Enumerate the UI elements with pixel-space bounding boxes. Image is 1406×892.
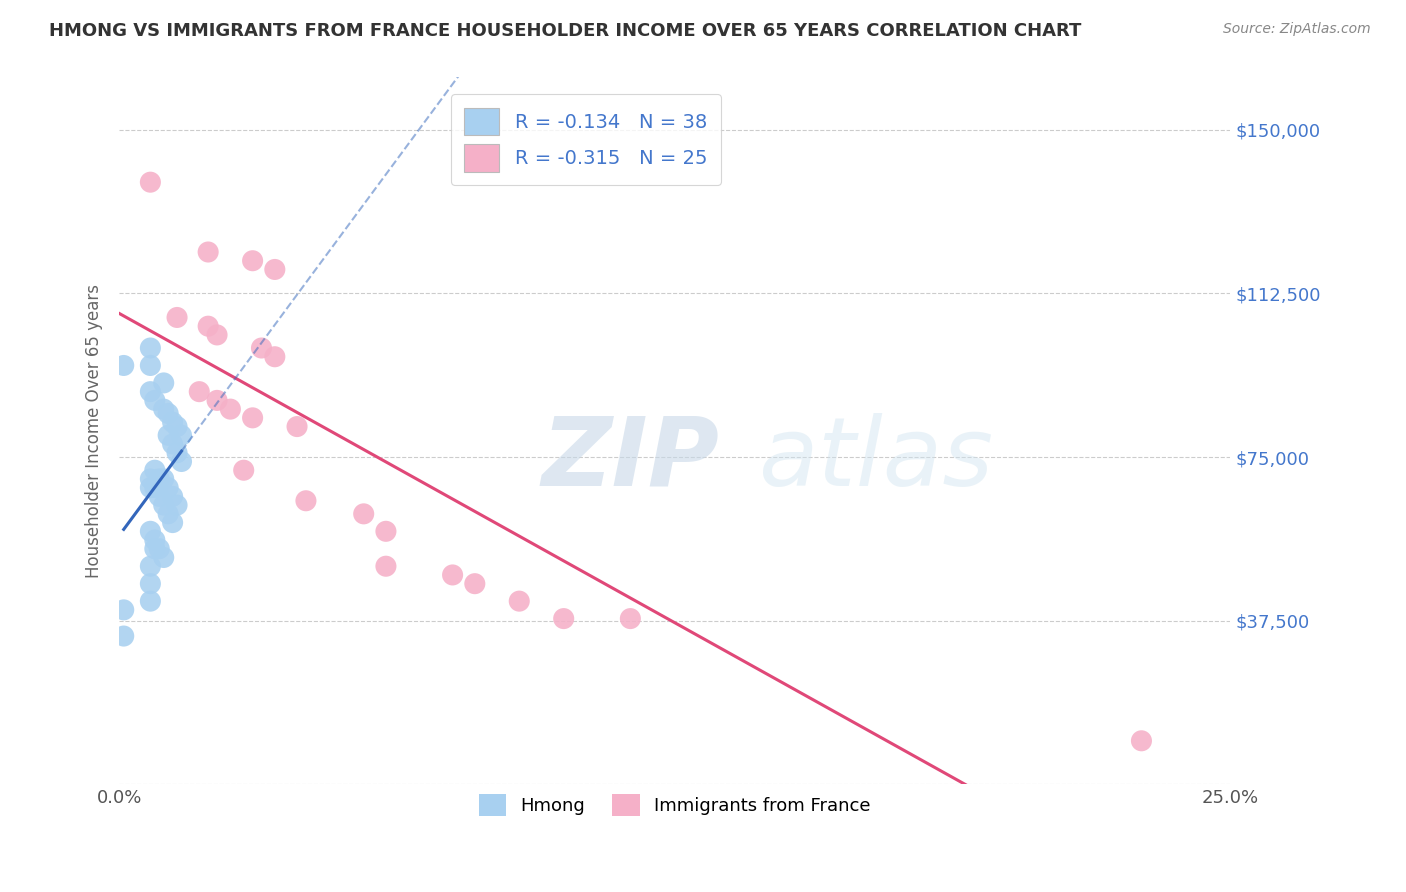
Point [508,594,530,608]
Text: ZIP: ZIP [541,413,720,506]
Point [441,568,464,582]
Point [112,603,135,617]
Point [152,550,174,565]
Point [205,393,228,408]
Point [139,559,162,574]
Text: HMONG VS IMMIGRANTS FROM FRANCE HOUSEHOLDER INCOME OVER 65 YEARS CORRELATION CHA: HMONG VS IMMIGRANTS FROM FRANCE HOUSEHOL… [49,22,1081,40]
Point [152,498,174,512]
Point [152,402,174,417]
Point [143,463,166,477]
Point [112,629,135,643]
Point [295,493,318,508]
Point [197,245,219,260]
Point [143,481,166,495]
Point [263,350,285,364]
Point [250,341,273,355]
Point [285,419,308,434]
Text: Source: ZipAtlas.com: Source: ZipAtlas.com [1223,22,1371,37]
Point [162,516,184,530]
Point [166,498,188,512]
Point [166,419,188,434]
Point [139,481,162,495]
Point [188,384,211,399]
Point [242,410,264,425]
Point [464,576,486,591]
Text: atlas: atlas [758,413,993,506]
Point [166,310,188,325]
Point [152,472,174,486]
Point [139,341,162,355]
Legend: Hmong, Immigrants from France: Hmong, Immigrants from France [470,785,880,825]
Point [148,489,170,503]
Point [619,611,641,625]
Point [1130,733,1153,747]
Point [139,524,162,539]
Point [263,262,285,277]
Point [374,524,396,539]
Point [139,384,162,399]
Point [143,393,166,408]
Point [148,472,170,486]
Point [232,463,254,477]
Point [353,507,375,521]
Point [148,541,170,556]
Point [374,559,396,574]
Point [112,359,135,373]
Point [162,489,184,503]
Point [152,376,174,390]
Point [553,611,575,625]
Point [162,437,184,451]
Y-axis label: Householder Income Over 65 years: Householder Income Over 65 years [86,284,103,578]
Point [139,576,162,591]
Point [143,541,166,556]
Point [162,415,184,429]
Point [170,454,193,468]
Point [219,402,242,417]
Point [197,319,219,334]
Point [139,594,162,608]
Point [139,472,162,486]
Point [139,359,162,373]
Point [157,428,180,442]
Point [170,428,193,442]
Point [143,533,166,547]
Point [242,253,264,268]
Point [157,481,180,495]
Point [166,446,188,460]
Point [205,327,228,342]
Point [157,407,180,421]
Point [139,175,162,189]
Point [157,507,180,521]
